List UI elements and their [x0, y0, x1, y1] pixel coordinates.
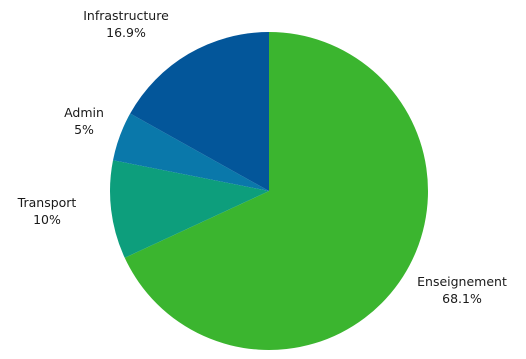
- slice-value-enseignement: 68.1%: [442, 291, 482, 306]
- slice-value-infrastructure: 16.9%: [106, 25, 146, 40]
- pie-slice-enseignement: [124, 32, 429, 350]
- pie-slice-infrastructure: [130, 32, 269, 191]
- slice-label-enseignement: Enseignement: [417, 274, 507, 289]
- pie-slice-transport: [110, 160, 269, 258]
- pie-slices: [110, 32, 429, 350]
- slice-label-transport: Transport: [17, 195, 77, 210]
- slice-label-admin: Admin: [64, 105, 104, 120]
- slice-value-transport: 10%: [33, 212, 61, 227]
- pie-slice-admin: [113, 113, 269, 191]
- pie-labels: Enseignement 68.1% Transport 10% Admin 5% Infr…: [17, 8, 507, 306]
- slice-label-infrastructure: Infrastructure: [83, 8, 169, 23]
- slice-value-admin: 5%: [74, 122, 94, 137]
